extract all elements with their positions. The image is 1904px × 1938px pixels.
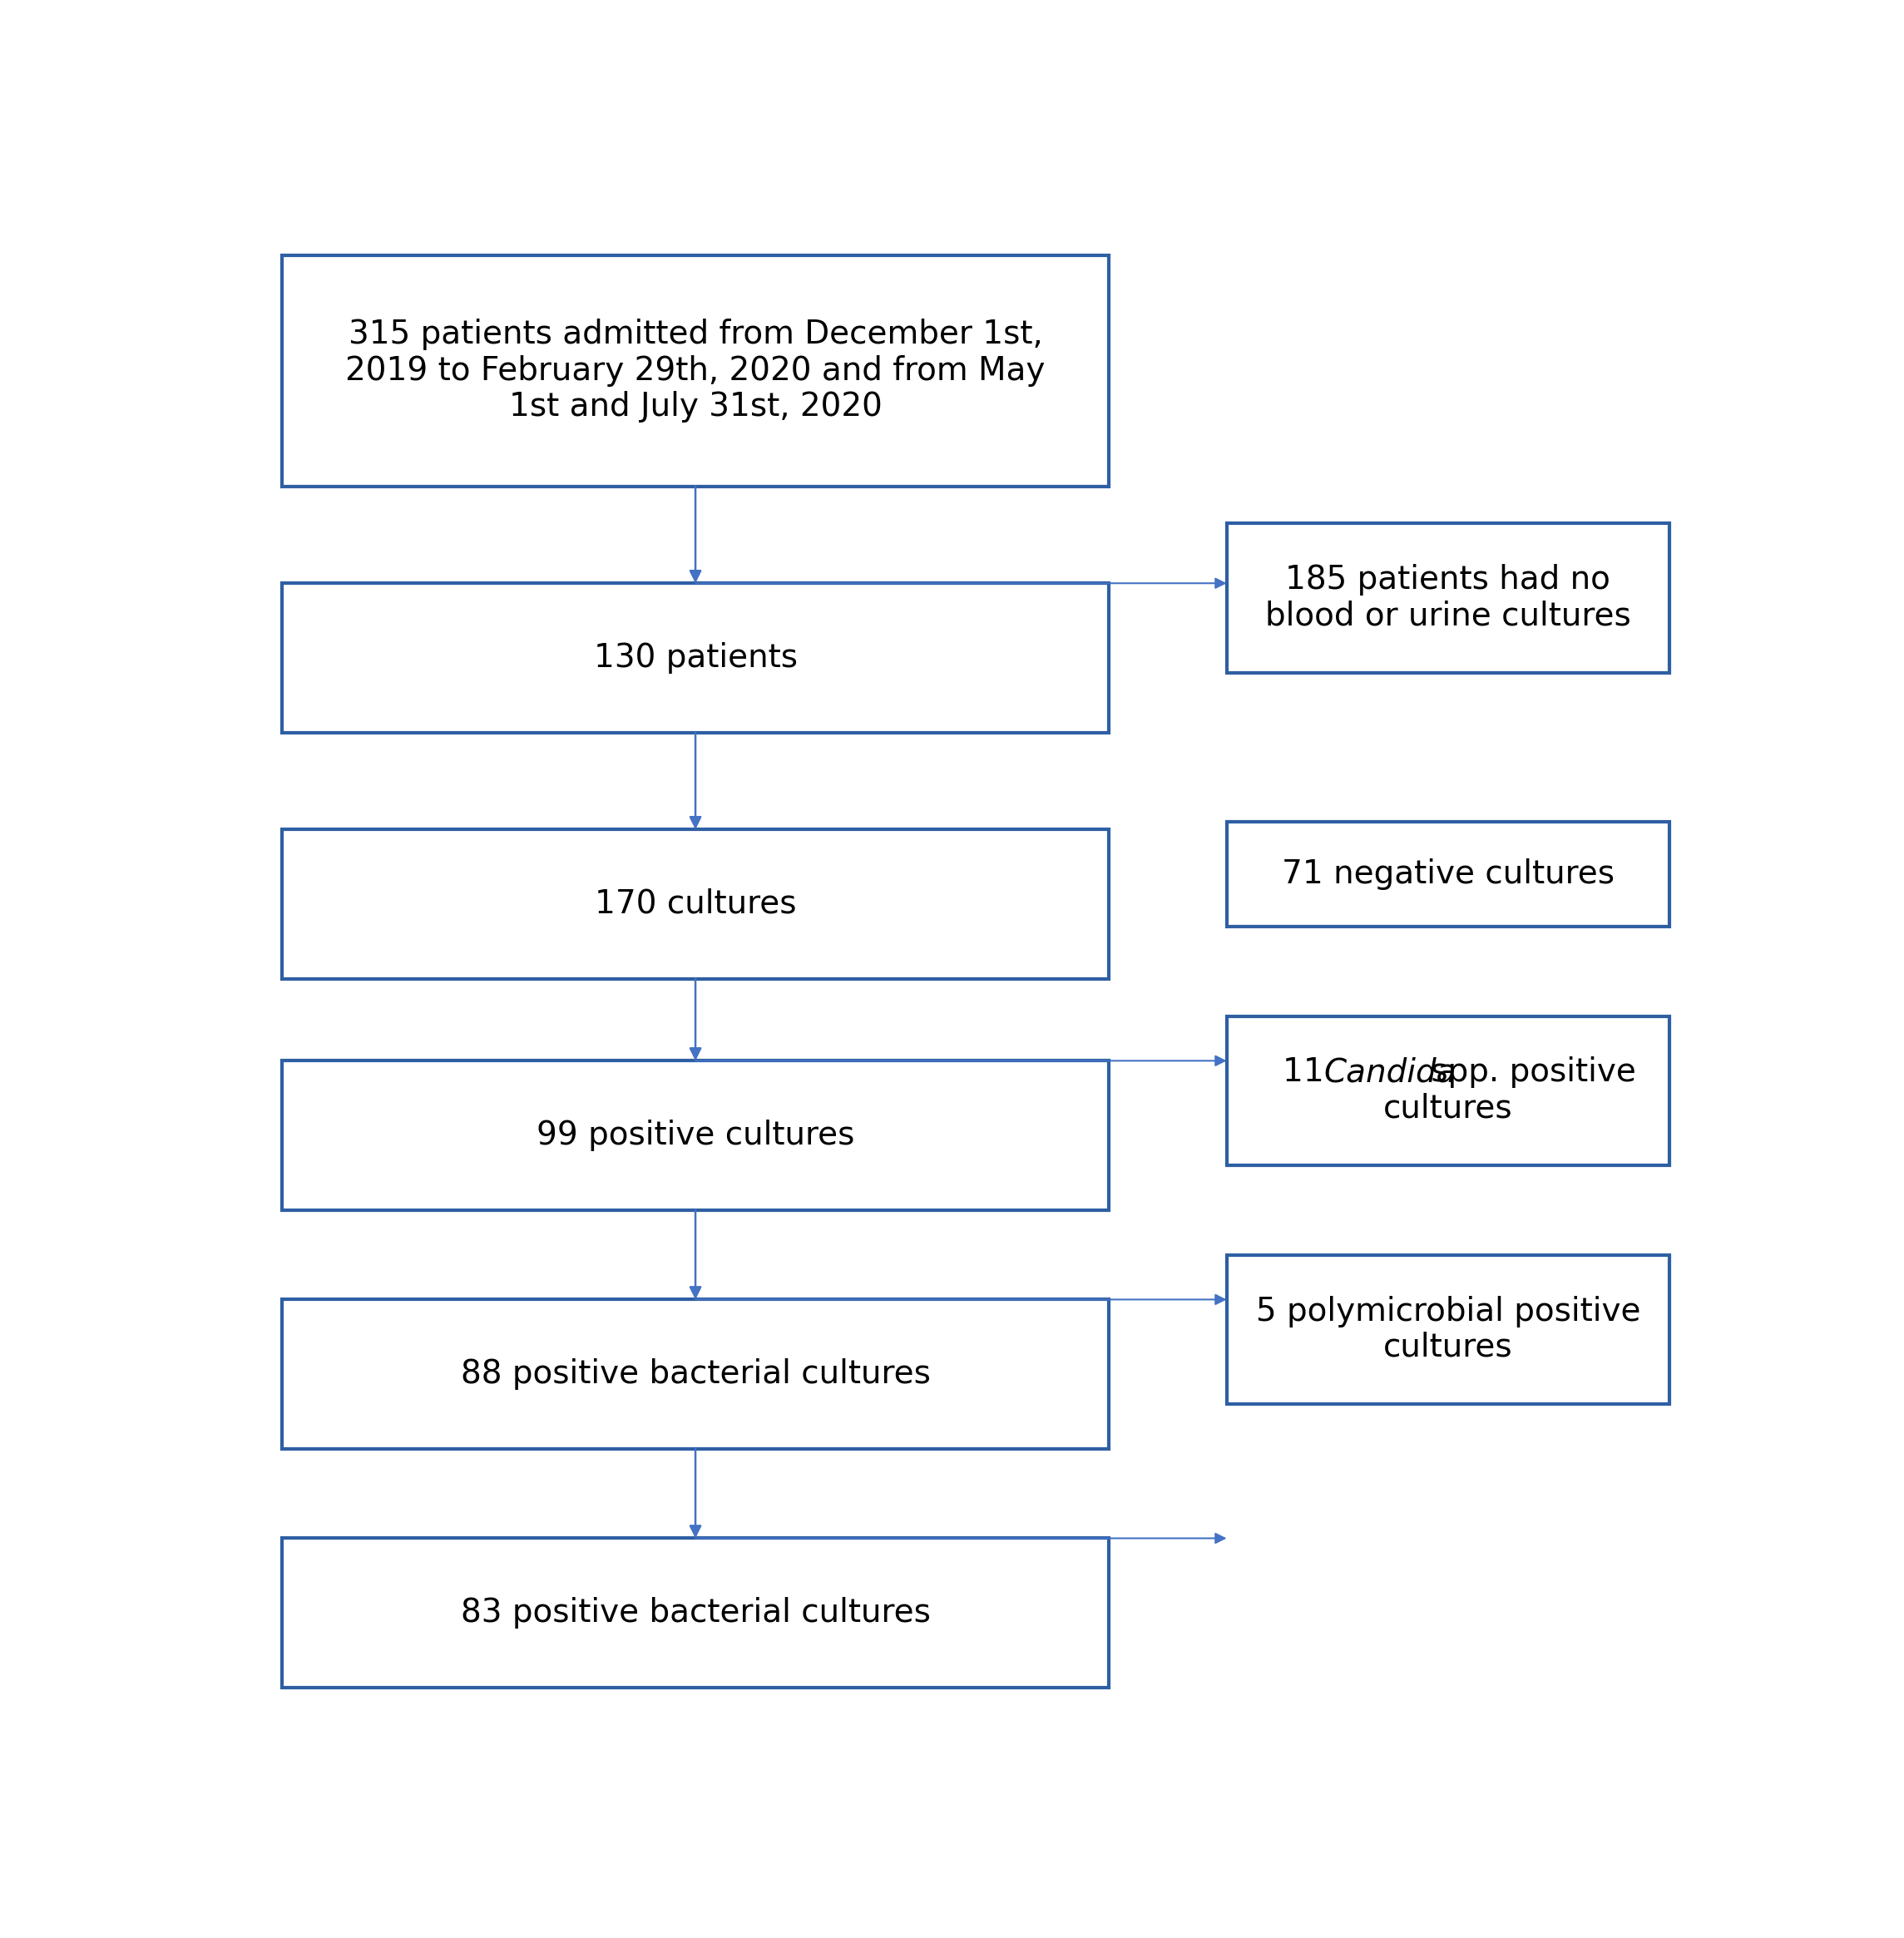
Text: cultures: cultures bbox=[1384, 1093, 1512, 1124]
Text: 88 positive bacterial cultures: 88 positive bacterial cultures bbox=[461, 1359, 931, 1390]
FancyBboxPatch shape bbox=[1226, 822, 1670, 926]
FancyBboxPatch shape bbox=[1226, 1016, 1670, 1165]
Text: 5 polymicrobial positive: 5 polymicrobial positive bbox=[1255, 1295, 1641, 1328]
FancyBboxPatch shape bbox=[282, 1300, 1108, 1450]
Text: blood or urine cultures: blood or urine cultures bbox=[1264, 601, 1632, 632]
Text: 130 patients: 130 patients bbox=[594, 641, 798, 674]
Text: 99 positive cultures: 99 positive cultures bbox=[537, 1120, 855, 1151]
Text: cultures: cultures bbox=[1384, 1331, 1512, 1362]
Text: 315 patients admitted from December 1st,: 315 patients admitted from December 1st, bbox=[348, 318, 1043, 351]
FancyBboxPatch shape bbox=[282, 256, 1108, 486]
FancyBboxPatch shape bbox=[282, 1539, 1108, 1688]
FancyBboxPatch shape bbox=[1226, 523, 1670, 672]
FancyBboxPatch shape bbox=[282, 1060, 1108, 1209]
Text: 185 patients had no: 185 patients had no bbox=[1285, 564, 1611, 595]
Text: 83 positive bacterial cultures: 83 positive bacterial cultures bbox=[461, 1597, 931, 1628]
Text: 11: 11 bbox=[1283, 1056, 1335, 1089]
Text: 170 cultures: 170 cultures bbox=[594, 888, 796, 921]
Text: 2019 to February 29th, 2020 and from May: 2019 to February 29th, 2020 and from May bbox=[345, 355, 1045, 386]
FancyBboxPatch shape bbox=[1226, 1254, 1670, 1403]
FancyBboxPatch shape bbox=[282, 829, 1108, 979]
Text: 1st and July 31st, 2020: 1st and July 31st, 2020 bbox=[508, 391, 882, 422]
Text: Candida: Candida bbox=[1323, 1056, 1457, 1089]
Text: 71 negative cultures: 71 negative cultures bbox=[1281, 859, 1615, 890]
FancyBboxPatch shape bbox=[282, 583, 1108, 733]
Text: spp. positive: spp. positive bbox=[1420, 1056, 1636, 1089]
